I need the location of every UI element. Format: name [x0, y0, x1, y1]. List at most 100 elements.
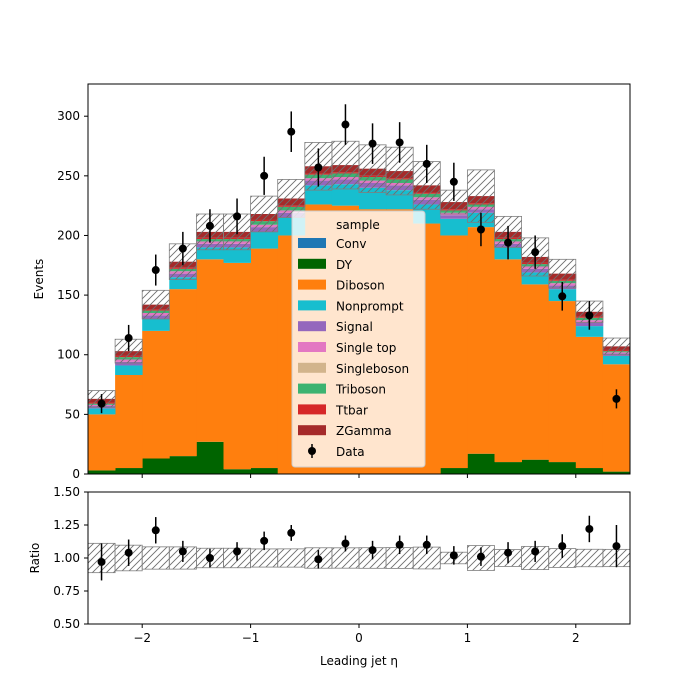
x-tick-label: −2 — [133, 631, 151, 645]
y-tick-label: 1.00 — [53, 551, 80, 565]
legend-title: sample — [336, 218, 380, 232]
bar — [467, 453, 495, 474]
data-point — [233, 212, 242, 221]
uncertainty-box — [602, 337, 631, 356]
data-point — [205, 221, 214, 230]
ratio-y-ticks: 0.50 0.75 1.00 1.25 1.50 — [53, 485, 88, 631]
ratio-point — [504, 548, 513, 557]
ratio-point — [449, 551, 458, 560]
bar — [602, 364, 631, 472]
data-point — [97, 399, 106, 408]
ratio-point — [612, 542, 621, 551]
legend-label: Single top — [336, 341, 396, 355]
bar — [115, 375, 143, 469]
ratio-uncertainty-box — [250, 548, 279, 568]
data-point — [504, 238, 513, 247]
ratio-point — [97, 557, 106, 566]
bar — [440, 468, 468, 474]
ratio-point — [341, 539, 350, 548]
bar — [331, 184, 360, 206]
uncertainty-box — [331, 140, 360, 190]
data-point — [612, 394, 621, 403]
bar — [521, 459, 550, 474]
legend-label: ZGamma — [336, 424, 392, 438]
ratio-point — [233, 547, 242, 556]
legend-entry: DY — [298, 258, 353, 272]
y-tick-label: 50 — [65, 407, 80, 421]
y-tick-label: 100 — [57, 348, 80, 362]
ratio-point — [476, 552, 485, 561]
data-point — [585, 311, 594, 320]
legend-label: Nonprompt — [336, 299, 404, 313]
legend-label: DY — [336, 258, 353, 272]
legend-swatch — [298, 404, 326, 415]
data-point — [476, 225, 485, 234]
data-point — [558, 292, 567, 301]
legend-label: Data — [336, 445, 365, 459]
bar — [142, 458, 170, 474]
uncertainty-box — [141, 289, 170, 320]
legend-swatch — [298, 258, 326, 269]
data-point — [449, 177, 458, 186]
legend-swatch — [298, 300, 326, 311]
ratio-uncertainty-box — [141, 546, 170, 570]
ratio-uncertainty-box — [277, 548, 306, 568]
legend-swatch — [298, 425, 326, 436]
ratio-y-label: Ratio — [28, 543, 42, 574]
legend-entry-data: Data — [308, 444, 365, 459]
legend: sample Conv DY Diboson Nonprompt Signal Singl… — [291, 210, 426, 468]
legend-swatch — [298, 362, 326, 373]
ratio-point — [422, 540, 431, 549]
data-point — [314, 163, 323, 172]
y-tick-label: 1.50 — [53, 485, 80, 499]
y-tick-label: 150 — [57, 288, 80, 302]
bar — [250, 231, 279, 249]
bar — [223, 262, 251, 470]
legend-box — [291, 210, 426, 468]
data-point — [422, 159, 431, 168]
legend-swatch — [298, 383, 326, 394]
bar — [115, 361, 143, 366]
bar — [440, 215, 468, 219]
legend-entry: ZGamma — [298, 424, 392, 438]
legend-label: Singleboson — [336, 362, 409, 376]
x-axis-label: Leading jet η — [320, 654, 398, 668]
y-tick-label: 250 — [57, 169, 80, 183]
uncertainty-box — [250, 195, 279, 233]
data-point — [341, 120, 350, 129]
legend-label: Ttbar — [335, 403, 368, 417]
bar — [250, 248, 279, 469]
ratio-point — [151, 526, 160, 535]
ratio-uncertainty-band — [87, 542, 631, 574]
data-point — [178, 244, 187, 253]
legend-entry: Signal — [298, 320, 373, 334]
bar — [115, 468, 143, 474]
bar — [223, 247, 251, 263]
legend-entry: Conv — [298, 237, 366, 251]
bar — [467, 227, 495, 454]
ratio-point — [585, 524, 594, 533]
bar — [88, 414, 116, 471]
bar — [521, 272, 550, 285]
bar — [169, 277, 197, 290]
ratio-point — [124, 548, 133, 557]
data-point — [151, 266, 160, 275]
ratio-point — [260, 536, 269, 545]
data-point — [260, 171, 269, 180]
bar — [250, 468, 279, 474]
bar — [575, 326, 604, 337]
y-tick-label: 0 — [72, 467, 80, 481]
ratio-panel: 0.50 0.75 1.00 1.25 1.50 −2 −1 0 1 2 Ratio Leadi… — [28, 485, 631, 668]
bar — [88, 470, 116, 474]
ratio-point — [205, 554, 214, 562]
bar — [548, 301, 577, 463]
bar — [440, 235, 468, 469]
legend-entry: Ttbar — [298, 403, 368, 417]
legend-entry: Diboson — [298, 279, 385, 293]
bar — [142, 318, 170, 331]
y-tick-label: 0.75 — [53, 584, 80, 598]
bar — [440, 218, 468, 236]
legend-swatch — [298, 279, 326, 290]
ratio-point — [558, 542, 567, 551]
